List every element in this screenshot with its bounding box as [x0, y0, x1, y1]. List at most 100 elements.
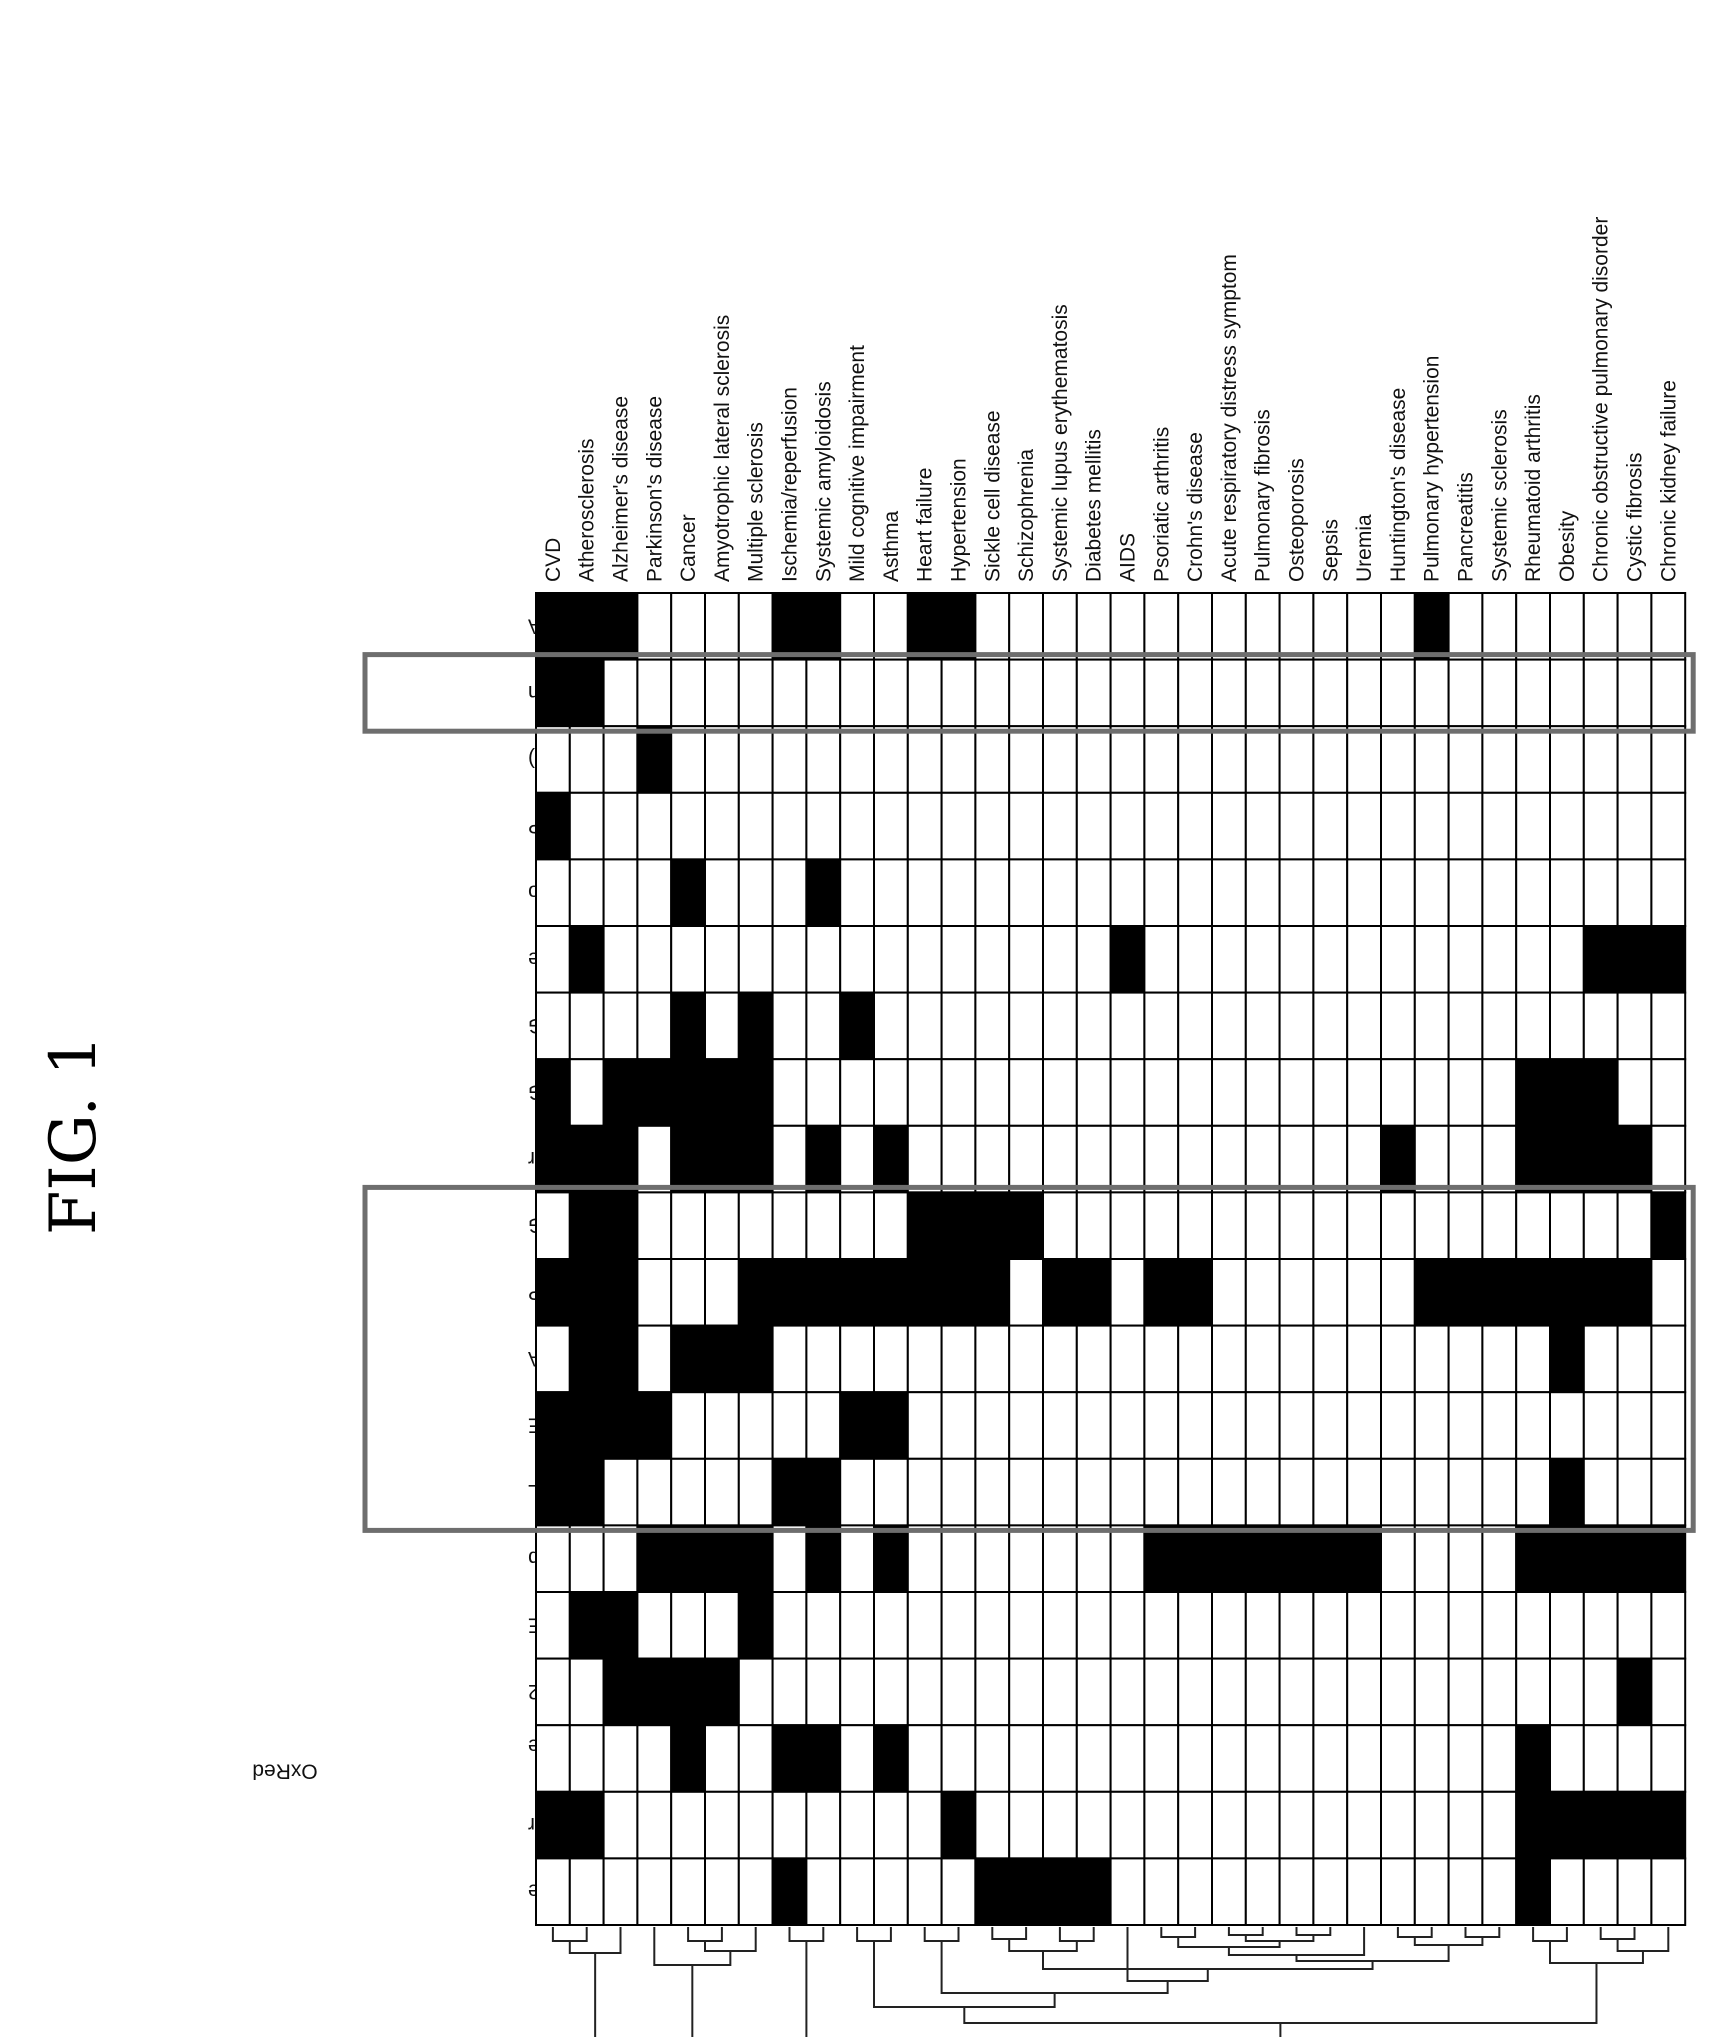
heatmap-cell: [1549, 991, 1585, 1061]
heatmap-cell: [1278, 858, 1315, 928]
heatmap-cell: [940, 1790, 977, 1860]
heatmap-cell: [1278, 725, 1315, 794]
heatmap-cell: [704, 791, 740, 861]
heatmap-cell: [602, 658, 639, 728]
heatmap-cell: [1075, 1124, 1112, 1194]
heatmap-cell: [1244, 725, 1281, 794]
heatmap-cell: [1278, 1524, 1315, 1594]
heatmap-cell: [1244, 1724, 1281, 1793]
heatmap-cell: [568, 1258, 605, 1327]
heatmap-cell: [1109, 1657, 1146, 1727]
heatmap-cell: [1177, 1657, 1213, 1727]
heatmap-cell: [737, 1724, 774, 1793]
heatmap-cell: [1380, 1724, 1416, 1793]
heatmap-cell: [1008, 1857, 1045, 1927]
heatmap-cell: [1042, 592, 1078, 661]
heatmap-cell: [1278, 1124, 1315, 1194]
heatmap-cell: [568, 1524, 605, 1594]
heatmap-cell: [704, 858, 740, 928]
heatmap-cell: [1177, 1591, 1213, 1660]
heatmap-cell: [1042, 658, 1078, 728]
heatmap-cell: [602, 1790, 639, 1860]
heatmap-cell: [1380, 1124, 1416, 1194]
heatmap-cell: [1549, 1457, 1585, 1527]
heatmap-cell: [1413, 858, 1450, 928]
heatmap-cell: [940, 991, 977, 1061]
heatmap-cell: [1312, 925, 1349, 994]
heatmap-cell: [1481, 1124, 1518, 1194]
heatmap-cell: [1244, 1324, 1281, 1394]
heatmap-cell: [1008, 1391, 1045, 1460]
heatmap-cell: [1177, 1857, 1213, 1927]
heatmap-cell: [1109, 1324, 1146, 1394]
heatmap-cell: [1042, 1857, 1078, 1927]
heatmap-cell: [805, 1058, 842, 1127]
disease-label: Uremia: [1353, 514, 1376, 582]
heatmap-cell: [1211, 925, 1247, 994]
heatmap-cell: [1616, 858, 1653, 928]
heatmap-cell: [1312, 725, 1349, 794]
heatmap-cell: [1515, 1591, 1551, 1660]
heatmap-cell: [1346, 1724, 1382, 1793]
heatmap-cell: [1549, 1391, 1585, 1460]
heatmap-cell: [1515, 592, 1551, 661]
heatmap-cell: [1008, 1191, 1045, 1261]
heatmap-cell: [1346, 1657, 1382, 1727]
heatmap-cell: [974, 1790, 1011, 1860]
heatmap-cell: [771, 592, 808, 661]
heatmap-cell: [1413, 1657, 1450, 1727]
heatmap-cell: [974, 991, 1011, 1061]
heatmap-cell: [873, 1324, 909, 1394]
heatmap-cell: [1244, 1790, 1281, 1860]
heatmap-cell: [805, 1657, 842, 1727]
heatmap-cell: [1008, 1657, 1045, 1727]
heatmap-cell: [771, 1058, 808, 1127]
heatmap-cell: [704, 725, 740, 794]
heatmap-cell: [974, 592, 1011, 661]
heatmap-cell: [737, 1124, 774, 1194]
heatmap-cell: [1650, 925, 1687, 994]
heatmap-cell: [1413, 991, 1450, 1061]
heatmap-cell: [535, 991, 571, 1061]
heatmap-cell: [1211, 592, 1247, 661]
heatmap-cell: [1244, 1657, 1281, 1727]
heatmap-cell: [1481, 1657, 1518, 1727]
heatmap-cell: [1447, 1657, 1484, 1727]
dendrogram-branch: [594, 1953, 597, 2037]
heatmap-cell: [906, 925, 943, 994]
heatmap-cell: [839, 1524, 876, 1594]
heatmap-cell: [1109, 725, 1146, 794]
heatmap-cell: [1582, 858, 1619, 928]
heatmap-cell: [535, 1790, 571, 1860]
heatmap-cell: [839, 1391, 876, 1460]
heatmap-cell: [1109, 925, 1146, 994]
heatmap-cell: [1481, 1591, 1518, 1660]
heatmap-cell: [1008, 991, 1045, 1061]
heatmap-cell: [636, 1724, 673, 1793]
heatmap-cell: [1549, 1857, 1585, 1927]
heatmap-cell: [737, 1258, 774, 1327]
dendrogram-branch: [1295, 1927, 1332, 1936]
heatmap-cell: [1109, 658, 1146, 728]
heatmap-cell: [1380, 1857, 1416, 1927]
heatmap-cell: [1447, 1391, 1484, 1460]
heatmap-cell: [670, 658, 707, 728]
heatmap-cell: [974, 858, 1011, 928]
heatmap-cell: [1582, 592, 1619, 661]
heatmap-cell: [906, 1124, 943, 1194]
heatmap-cell: [704, 1524, 740, 1594]
heatmap-cell: [1515, 991, 1551, 1061]
heatmap-cell: [1177, 1124, 1213, 1194]
heatmap-cell: [1143, 1657, 1180, 1727]
heatmap-cell: [1177, 725, 1213, 794]
heatmap-cell: [1244, 791, 1281, 861]
heatmap-cell: [1278, 658, 1315, 728]
heatmap-cell: [704, 1124, 740, 1194]
heatmap-cell: [873, 725, 909, 794]
heatmap-cell: [1109, 1258, 1146, 1327]
heatmap-cell: [1346, 858, 1382, 928]
heatmap-cell: [1346, 1790, 1382, 1860]
heatmap-cell: [1042, 1391, 1078, 1460]
heatmap-cell: [1075, 791, 1112, 861]
heatmap-cell: [568, 1591, 605, 1660]
